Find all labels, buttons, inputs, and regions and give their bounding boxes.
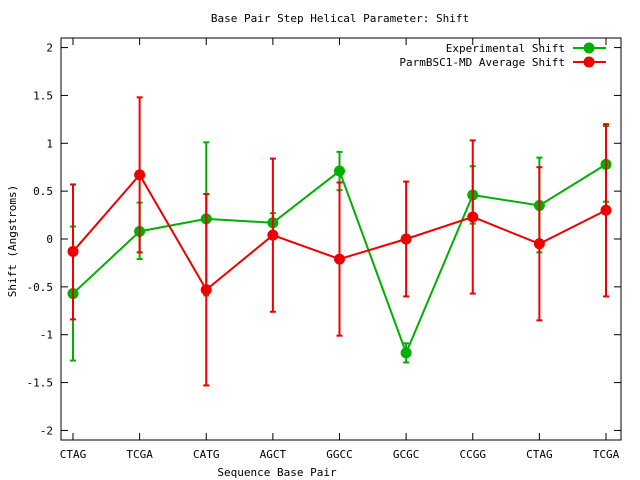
- x-tick-label: CCGG: [460, 448, 487, 461]
- data-point: [600, 204, 612, 216]
- y-tick-label: -2: [40, 424, 53, 437]
- x-tick-label: CTAG: [60, 448, 87, 461]
- data-point: [200, 284, 212, 296]
- y-tick-label: 1.5: [33, 89, 53, 102]
- y-tick-label: 0: [46, 233, 53, 246]
- x-tick-label: CTAG: [526, 448, 553, 461]
- legend-label: Experimental Shift: [446, 42, 565, 55]
- legend-swatch-marker: [583, 42, 595, 54]
- legend-swatch-marker: [583, 56, 595, 68]
- data-point: [400, 347, 412, 359]
- y-tick-label: -0.5: [27, 281, 54, 294]
- data-point: [533, 238, 545, 250]
- x-tick-label: GCGC: [393, 448, 420, 461]
- data-point: [134, 169, 146, 181]
- y-tick-label: 1: [46, 137, 53, 150]
- data-point: [267, 229, 279, 241]
- chart-title: Base Pair Step Helical Parameter: Shift: [211, 12, 469, 25]
- x-tick-label: CATG: [193, 448, 220, 461]
- data-point: [467, 211, 479, 223]
- data-point: [334, 253, 345, 265]
- data-point: [334, 165, 345, 177]
- x-tick-label: TCGA: [126, 448, 153, 461]
- x-tick-label: GGCC: [326, 448, 353, 461]
- legend-label: ParmBSC1-MD Average Shift: [399, 56, 565, 69]
- data-point: [67, 245, 79, 257]
- data-point: [400, 233, 412, 245]
- x-axis-label: Sequence Base Pair: [217, 466, 337, 479]
- y-axis-label: Shift (Angstroms): [6, 185, 19, 298]
- y-tick-label: -1: [40, 329, 53, 342]
- x-tick-label: AGCT: [260, 448, 287, 461]
- y-tick-label: -1.5: [27, 377, 54, 390]
- y-tick-label: 0.5: [33, 185, 53, 198]
- x-tick-label: TCGA: [593, 448, 620, 461]
- y-tick-label: 2: [46, 42, 53, 55]
